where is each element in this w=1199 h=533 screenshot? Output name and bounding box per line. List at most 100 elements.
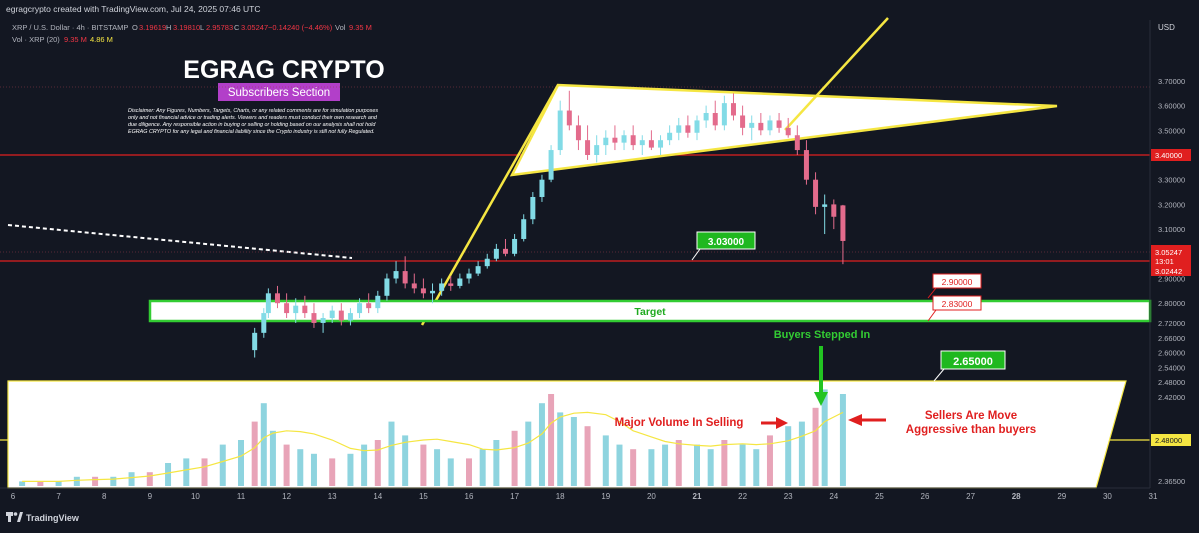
volume-moving-average-line: [22, 411, 844, 482]
volume-indicator-label[interactable]: Vol · XRP (20): [12, 35, 60, 44]
volume-bar: [402, 435, 409, 486]
candle: [357, 298, 363, 319]
time-tick-label: 6: [11, 492, 16, 501]
time-tick-label: 23: [784, 492, 793, 501]
breakout-projection-line[interactable]: [784, 17, 889, 131]
disclaimer-line: only and not financial advice or trading…: [128, 115, 378, 121]
callout-text: 2.90000: [942, 277, 973, 287]
volume-bar: [146, 472, 153, 486]
candle-body: [393, 271, 399, 279]
volume-bar: [201, 458, 208, 486]
candle: [329, 305, 335, 323]
time-tick-label: 15: [419, 492, 428, 501]
time-tick-label: 25: [875, 492, 884, 501]
buyers-stepped-in-label: Buyers Stepped In: [774, 329, 871, 341]
time-tick-label: 17: [510, 492, 519, 501]
candle: [831, 199, 837, 230]
sellers-label-line2: Aggressive than buyers: [906, 424, 1036, 436]
candle: [703, 105, 709, 128]
callout-pointer: [927, 287, 937, 299]
legend-c-value: 3.05247: [241, 23, 268, 32]
candle: [630, 125, 636, 151]
candle-body: [603, 137, 609, 146]
candle-body: [648, 140, 654, 148]
candle: [338, 303, 344, 326]
callout-pointer: [927, 309, 937, 322]
volume-bar: [538, 403, 545, 486]
candle-body: [430, 290, 436, 294]
callout-box: [932, 295, 982, 311]
volume-bar: [493, 440, 500, 486]
candle-body: [612, 137, 618, 143]
triangle-pattern[interactable]: [509, 83, 1058, 177]
candle: [794, 125, 800, 155]
candle-body: [329, 310, 335, 319]
candle-body: [265, 293, 271, 314]
volume-bar: [584, 426, 591, 486]
candle: [493, 243, 499, 262]
dashed-trendline[interactable]: [7, 224, 353, 259]
uptrend-line[interactable]: [420, 84, 560, 326]
price-tick-label: 2.66000: [1158, 334, 1185, 343]
callout-3-03[interactable]: 3.03000: [691, 231, 756, 261]
candle: [302, 295, 308, 319]
candle-body: [740, 115, 746, 128]
volume-bar: [785, 426, 792, 486]
volume-bar: [297, 449, 304, 486]
candle-body: [557, 110, 563, 151]
candle: [639, 135, 645, 155]
candle-body: [475, 266, 481, 274]
candle-body: [621, 135, 627, 143]
time-axis-ticks[interactable]: 6 7 8 9 10 11 12 13 14 15 16 17 18 19 20 21 22 23 24 25 26 27…: [11, 492, 1158, 501]
candle-body: [840, 205, 846, 241]
callout-2-65[interactable]: 2.65000: [933, 350, 1006, 382]
time-tick-label: 30: [1103, 492, 1112, 501]
footer-bar: [0, 506, 1199, 528]
candle: [575, 115, 581, 151]
price-tag-2-48: [1151, 434, 1191, 446]
candle: [402, 256, 408, 289]
volume-bar: [92, 476, 99, 486]
volume-bar: [511, 430, 518, 486]
candle-body: [585, 140, 591, 155]
disclaimer: Disclaimer: Any Figures, Numbers, Target…: [128, 108, 378, 135]
candle: [648, 130, 654, 151]
legend-o-label: O: [132, 23, 138, 32]
candle: [749, 115, 755, 141]
candle: [566, 90, 572, 131]
candle-body: [630, 135, 636, 146]
candle-body: [284, 303, 290, 314]
candle: [658, 135, 664, 155]
tradingview-brand[interactable]: TradingView: [26, 513, 80, 523]
candle-body: [484, 258, 490, 267]
volume-bar: [707, 449, 714, 486]
candle-body: [357, 303, 363, 314]
currency-label[interactable]: USD: [1158, 23, 1175, 32]
candle: [785, 117, 791, 138]
callout-text: 2.65000: [953, 356, 993, 368]
candle: [284, 293, 290, 319]
price-tick-label: 2.42000: [1158, 393, 1185, 402]
candle: [475, 261, 481, 277]
candle: [603, 130, 609, 155]
candle-body: [366, 303, 372, 309]
time-tick-label: 18: [556, 492, 565, 501]
candle-body: [384, 278, 390, 296]
price-tick-label: 3.30000: [1158, 176, 1185, 185]
candle: [621, 130, 627, 151]
callout-2-83[interactable]: 2.83000: [927, 295, 982, 322]
volume-bar: [110, 476, 117, 486]
candle-body: [676, 125, 682, 133]
candle-body: [694, 120, 700, 133]
candle-body: [302, 305, 308, 314]
disclaimer-line: due diligence. Any responsible action in…: [128, 122, 376, 128]
legend-symbol[interactable]: XRP / U.S. Dollar · 4h · BITSTAMP: [12, 23, 128, 32]
volume-bar: [479, 449, 486, 486]
candle-body: [293, 305, 299, 314]
candle-body: [420, 288, 426, 294]
candle: [261, 308, 267, 338]
credit-text: egragcrypto created with TradingView.com…: [6, 4, 261, 14]
time-tick-label: 22: [738, 492, 747, 501]
callout-2-90[interactable]: 2.90000: [927, 273, 982, 299]
